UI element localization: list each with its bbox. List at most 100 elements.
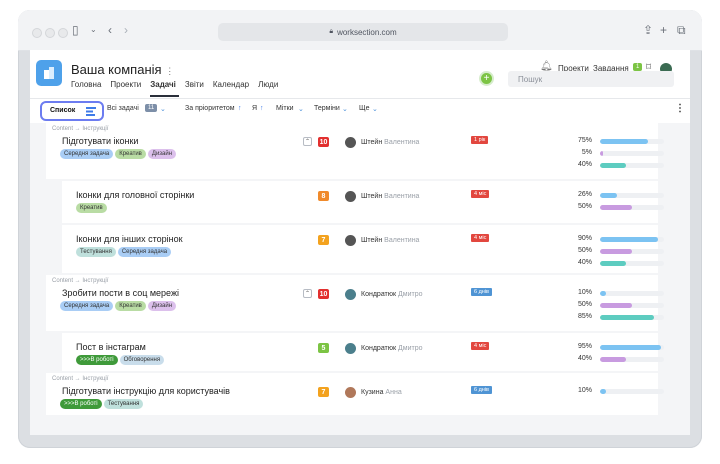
task-tag[interactable]: >>>В роботі xyxy=(76,355,118,365)
task-tag[interactable]: Середня задача xyxy=(60,149,114,159)
task-row[interactable]: Пост в інстаграм >>>В роботі Обговорення 5 К… xyxy=(62,333,664,371)
progress-bar xyxy=(600,205,664,210)
forward-icon[interactable]: › xyxy=(124,23,128,37)
task-tag[interactable]: Обговорення xyxy=(119,355,165,365)
back-icon[interactable]: ‹ xyxy=(108,23,112,37)
assignee-name[interactable]: Кузина Анна xyxy=(361,389,402,396)
task-title[interactable]: Зробити пости в соц мережі xyxy=(62,288,179,298)
tags-chevron-icon[interactable]: ⌄ xyxy=(298,106,304,113)
task-title[interactable]: Іконки для головної сторінки xyxy=(76,190,195,200)
window-minimize-dot[interactable] xyxy=(45,28,55,38)
nav-tab-3[interactable]: Звіти xyxy=(184,80,204,89)
more-filter[interactable]: Ще xyxy=(359,105,370,112)
task-tag[interactable]: Креатив xyxy=(115,149,146,159)
priority-sort[interactable]: За пріоритетом xyxy=(185,105,235,112)
terms-chevron-icon[interactable]: ⌄ xyxy=(342,106,348,113)
task-tag[interactable]: Дизайн xyxy=(147,301,177,311)
all-tasks-filter[interactable]: Всі задачі xyxy=(107,105,139,112)
filter-toolbar: Список Всі задачі 11 ⌄ За пріоритетом ↑ … xyxy=(30,98,690,124)
task-tag[interactable]: Креатив xyxy=(76,203,107,213)
assignee-name[interactable]: Кондратюк Дмитро xyxy=(361,345,423,352)
assignee-avatar[interactable] xyxy=(345,235,356,246)
nav-tab-1[interactable]: Проекти xyxy=(110,80,142,89)
search-input[interactable]: Пошук xyxy=(508,71,674,87)
all-tasks-chevron-icon[interactable]: ⌄ xyxy=(160,106,166,113)
task-title[interactable]: Пост в інстаграм xyxy=(76,342,146,352)
tasks-count-badge: 1 xyxy=(633,63,643,71)
task-tag[interactable]: Дизайн xyxy=(147,149,177,159)
progress-fill xyxy=(600,303,632,308)
plus-icon: + xyxy=(481,73,492,84)
task-tag[interactable]: Тестування xyxy=(76,247,116,257)
all-tasks-count: 11 xyxy=(145,104,158,112)
progress-bar xyxy=(600,303,664,308)
sort-up-icon[interactable]: ↑ xyxy=(238,105,242,112)
window-maximize-dot[interactable] xyxy=(58,28,68,38)
assignee-avatar[interactable] xyxy=(345,191,356,202)
bookmark-icon[interactable]: ⌑ xyxy=(646,62,652,73)
task-tag[interactable]: Середня задача xyxy=(60,301,114,311)
window-close-dot[interactable] xyxy=(32,28,42,38)
collapse-chevron-icon[interactable]: ⌃ xyxy=(303,137,312,146)
projects-link[interactable]: Проекти xyxy=(558,64,589,73)
me-filter[interactable]: Я xyxy=(252,105,258,112)
task-title[interactable]: Підготувати інструкцію для користувачів xyxy=(62,386,230,396)
task-breadcrumb[interactable]: Content → Інструкції xyxy=(52,126,109,132)
share-icon[interactable]: ⇪ xyxy=(643,23,654,37)
progress-bar xyxy=(600,315,664,320)
nav-tab-0[interactable]: Головна xyxy=(71,80,102,89)
assignee-avatar[interactable] xyxy=(345,289,356,300)
task-breadcrumb[interactable]: Content → Інструкції xyxy=(52,376,109,382)
sidebar-toggle-icon[interactable]: ▯ xyxy=(72,23,79,37)
address-bar[interactable]: 🔒︎ worksection.com xyxy=(218,23,508,41)
task-row[interactable]: Content → Інструкції Зробити пости в соц … xyxy=(46,275,664,331)
bell-icon[interactable]: 🔔︎ xyxy=(540,61,553,72)
progress-percent: 75% xyxy=(577,137,592,144)
assignee-avatar[interactable] xyxy=(345,137,356,148)
company-logo[interactable] xyxy=(36,60,62,86)
progress-bar xyxy=(600,139,664,144)
kebab-menu-icon[interactable]: ⋮ xyxy=(675,103,685,114)
task-title[interactable]: Іконки для інших сторінок xyxy=(76,234,183,244)
list-view-button[interactable]: Список xyxy=(40,101,104,121)
nav-tab-5[interactable]: Люди xyxy=(258,80,279,89)
task-row[interactable]: Іконки для головної сторінки Креатив 8 Штей… xyxy=(62,181,664,223)
company-menu-icon[interactable]: ⋮ xyxy=(165,66,175,76)
task-row[interactable]: Іконки для інших сторінок Тестування Серед… xyxy=(62,225,664,273)
nav-tab-4[interactable]: Календар xyxy=(212,80,250,89)
tabs-overview-icon[interactable]: ⧉ xyxy=(677,23,686,37)
task-tag[interactable]: Креатив xyxy=(115,301,146,311)
new-tab-icon[interactable]: + xyxy=(660,23,668,37)
progress-percent: 40% xyxy=(577,161,592,168)
progress-percent: 95% xyxy=(577,343,592,350)
assignee-name[interactable]: Штейн Валентина xyxy=(361,237,419,244)
add-button[interactable]: + xyxy=(479,71,494,86)
progress-fill xyxy=(600,315,655,320)
task-tags: >>>В роботі Обговорення xyxy=(76,355,165,365)
task-row[interactable]: Content → Інструкції Підготувати інструкц… xyxy=(46,373,664,415)
sort-up-icon-2[interactable]: ↑ xyxy=(260,105,264,112)
list-icon xyxy=(86,107,96,116)
assignee-avatar[interactable] xyxy=(345,343,356,354)
assignee-name[interactable]: Кондратюк Дмитро xyxy=(361,291,423,298)
task-title[interactable]: Підготувати іконки xyxy=(62,136,139,146)
more-chevron-icon[interactable]: ⌄ xyxy=(372,106,378,113)
terms-filter[interactable]: Терміни xyxy=(314,105,340,112)
task-tag[interactable]: Середня задача xyxy=(117,247,172,257)
tags-filter[interactable]: Мітки xyxy=(276,105,294,112)
chevron-down-icon[interactable]: ⌄ xyxy=(90,25,97,34)
tasks-link[interactable]: Завдання xyxy=(593,64,629,73)
nav-tab-2[interactable]: Задачі xyxy=(150,80,179,97)
progress-bar xyxy=(600,261,664,266)
task-row[interactable]: Content → Інструкції Підготувати іконки Се… xyxy=(46,123,664,179)
progress-percent: 5% xyxy=(581,149,592,156)
task-tag[interactable]: Тестування xyxy=(103,399,144,409)
assignee-name[interactable]: Штейн Валентина xyxy=(361,193,419,200)
collapse-chevron-icon[interactable]: ⌃ xyxy=(303,289,312,298)
task-tag[interactable]: >>>В роботі xyxy=(60,399,102,409)
task-breadcrumb[interactable]: Content → Інструкції xyxy=(52,278,109,284)
assignee-avatar[interactable] xyxy=(345,387,356,398)
priority-badge: 5 xyxy=(318,343,329,353)
progress-fill xyxy=(600,151,604,156)
assignee-name[interactable]: Штейн Валентина xyxy=(361,139,419,146)
